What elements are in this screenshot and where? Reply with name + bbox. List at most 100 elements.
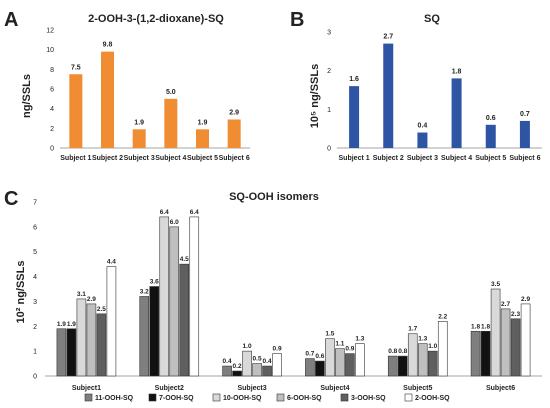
panel-a-letter: A (4, 9, 18, 31)
legend-label: 10-OOH-SQ (223, 395, 262, 402)
panel-c-y-tick: 2 (33, 324, 37, 331)
data-label: 2.5 (97, 306, 106, 313)
category-label: Subject 6 (219, 155, 250, 162)
bar (96, 313, 107, 377)
bar (451, 78, 462, 148)
category-label: Subject 2 (92, 155, 123, 162)
panela-y-tick: 4 (50, 106, 54, 113)
panel-c: C SQ-OOH isomers 10² ng/SSLs 0 1 2 3 4 5 6 7 1.… (4, 188, 542, 402)
panel-c-title: SQ-OOH isomers (229, 191, 319, 203)
panel-c-letter: C (4, 188, 18, 210)
panela-y-tick: 0 (50, 146, 54, 153)
panelb-y-tick: 0 (327, 146, 331, 153)
bar (106, 266, 117, 377)
data-label: 0.9 (345, 346, 354, 353)
category-label: Subject5 (403, 385, 432, 392)
panel-c-y-ticks: 0 1 2 3 4 5 6 7 (33, 200, 37, 381)
bar (164, 98, 178, 148)
legend-swatch (84, 393, 93, 402)
bar (349, 86, 360, 148)
panel-b-y-ticks: 0 1 2 3 (327, 30, 331, 153)
data-label: 2.7 (383, 34, 393, 41)
data-label: 7.5 (71, 64, 81, 71)
data-label: 1.3 (355, 336, 364, 343)
panela-y-tick: 6 (50, 87, 54, 94)
data-label: 6.0 (170, 219, 179, 226)
category-label: Subject 6 (509, 155, 540, 162)
legend-label: 6-OOH-SQ (287, 395, 322, 402)
legend-label: 11-OOH-SQ (95, 395, 134, 402)
legend-swatch (212, 393, 221, 402)
panelb-y-tick: 1 (327, 107, 331, 114)
data-label: 4.5 (180, 256, 189, 263)
legend-label: 3-OOH-SQ (351, 395, 386, 402)
category-label: Subject 5 (475, 155, 506, 162)
legend-swatch (340, 393, 349, 402)
category-label: Subject 3 (124, 155, 155, 162)
panel-a: A 2-OOH-3-(1,2-dioxane)-SQ ng/SSLs 0 2 4 6 8… (4, 9, 250, 162)
category-label: Subject 1 (60, 155, 91, 162)
panelb-y-tick: 2 (327, 68, 331, 75)
data-label: 1.9 (67, 321, 76, 328)
bar (490, 288, 501, 377)
panel-c-ylabel: 10² ng/SSLs (15, 261, 27, 324)
bar (519, 120, 530, 148)
bar (139, 296, 150, 377)
category-label: Subject3 (237, 385, 266, 392)
bar (335, 348, 345, 377)
bar (189, 216, 200, 377)
panel-a-bars: 7.5 9.8 1.9 5.0 1.9 2.9 (69, 42, 241, 149)
panel-b-categories: Subject 1 Subject 2 Subject 3 Subject 4 Subj… (339, 155, 541, 162)
bar (470, 330, 481, 377)
panel-a-y-ticks: 0 2 4 6 8 10 12 (46, 28, 54, 153)
panel-c-legend: 11-OOH-SQ 7-OOH-SQ 10-OOH-SQ 6-OOH-SQ 3-OOH-… (84, 393, 450, 402)
panel-c-categories: Subject1 Subject2 Subject3 Subject4 Subject5… (72, 385, 515, 392)
data-label: 1.3 (418, 336, 427, 343)
panel-b-letter: B (290, 9, 304, 31)
bar (159, 216, 170, 377)
data-label: 0.4 (263, 358, 272, 365)
panel-c-y-tick: 3 (33, 299, 37, 306)
bar (196, 129, 209, 148)
data-label: 1.6 (349, 76, 359, 83)
legend-swatch (276, 393, 285, 402)
legend-label: 7-OOH-SQ (159, 395, 194, 402)
panel-c-y-tick: 4 (33, 274, 37, 281)
data-label: 5.0 (166, 89, 176, 96)
data-label: 0.9 (273, 346, 282, 353)
data-label: 0.4 (223, 358, 232, 365)
legend-label: 2-OOH-SQ (415, 395, 450, 402)
bar (76, 298, 87, 377)
data-label: 3.2 (140, 288, 149, 295)
bar (169, 226, 180, 377)
bar (227, 119, 241, 148)
panel-c-y-tick: 7 (33, 200, 37, 207)
panel-a-title: 2-OOH-3-(1,2-dioxane)-SQ (88, 13, 224, 25)
panel-c-y-tick: 1 (33, 349, 37, 356)
data-label: 1.1 (335, 341, 344, 348)
data-label: 1.9 (198, 119, 208, 126)
data-label: 0.7 (305, 351, 314, 358)
bar (417, 343, 428, 377)
bar (325, 338, 335, 377)
bar (427, 350, 438, 377)
data-label: 0.8 (398, 348, 407, 355)
panela-y-tick: 2 (50, 126, 54, 133)
bar (407, 333, 418, 377)
bar (383, 43, 394, 148)
panel-b-ylabel: 10⁵ ng/SSLs (309, 64, 321, 128)
data-label: 1.0 (243, 343, 252, 350)
bar (149, 286, 160, 377)
data-label: 6.4 (190, 209, 199, 216)
bar (387, 355, 398, 377)
bar (485, 124, 496, 148)
panel-b-title: SQ (424, 13, 440, 25)
bar (272, 353, 282, 377)
bar (66, 328, 77, 377)
category-label: Subject4 (320, 385, 349, 392)
category-label: Subject 5 (187, 155, 218, 162)
data-label: 2.9 (229, 109, 239, 116)
bar (179, 263, 190, 377)
category-label: Subject2 (155, 385, 184, 392)
